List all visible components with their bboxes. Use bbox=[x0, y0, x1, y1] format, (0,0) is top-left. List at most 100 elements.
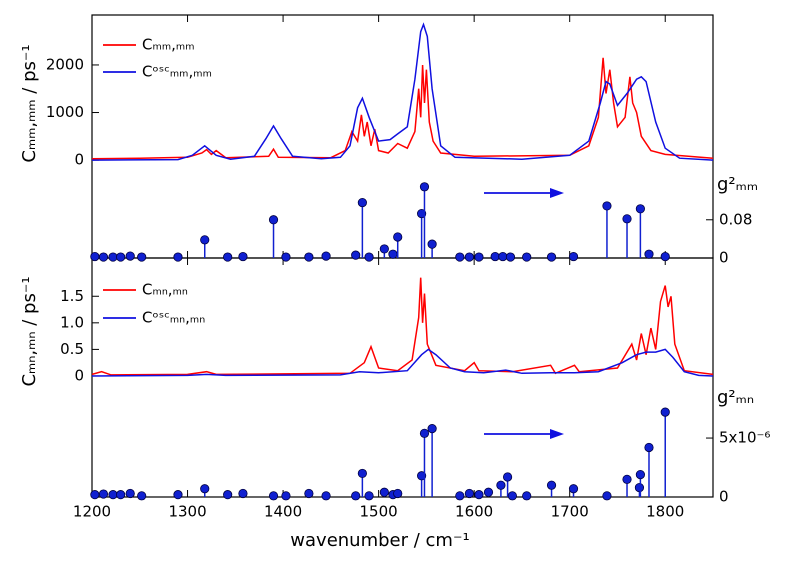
y-axis-label: Cₘₙ,ₘₙ / ps⁻¹ bbox=[19, 276, 40, 386]
stem-marker bbox=[464, 488, 474, 499]
stem-marker bbox=[622, 474, 632, 484]
spectrum-line bbox=[91, 57, 714, 160]
y-axis-label: g²ₘₘ bbox=[717, 174, 758, 195]
y-tick-label: 0 bbox=[719, 488, 729, 506]
stem-marker bbox=[268, 491, 279, 501]
stem-marker bbox=[357, 197, 367, 208]
stem-marker bbox=[474, 252, 484, 262]
stem-marker bbox=[622, 214, 632, 224]
stem-marker bbox=[393, 488, 403, 499]
stem-marker bbox=[364, 491, 374, 501]
stem-marker bbox=[635, 204, 645, 214]
x-tick-label: 1200 bbox=[73, 503, 111, 521]
stem-marker bbox=[498, 251, 508, 262]
x-tick-label: 1400 bbox=[264, 503, 302, 521]
stem-marker bbox=[522, 491, 532, 501]
spectrum-line bbox=[91, 277, 714, 376]
stem-marker bbox=[522, 252, 532, 262]
stem-marker bbox=[364, 252, 374, 262]
stem-marker bbox=[502, 472, 513, 482]
stem-marker bbox=[393, 232, 403, 242]
stem-marker bbox=[90, 490, 100, 500]
stem-marker bbox=[602, 201, 612, 211]
stem-marker bbox=[223, 490, 233, 500]
stem-marker bbox=[98, 252, 109, 262]
stem-marker bbox=[427, 239, 437, 249]
stem-marker bbox=[546, 252, 557, 262]
stem-marker bbox=[281, 491, 291, 501]
x-tick-label: 1600 bbox=[455, 503, 493, 521]
stem-marker bbox=[507, 491, 517, 501]
stem-marker bbox=[568, 484, 579, 494]
lower-frame bbox=[91, 257, 714, 498]
stem-marker bbox=[427, 424, 437, 434]
stem-marker bbox=[238, 251, 248, 262]
stem-marker bbox=[379, 487, 389, 497]
stem-marker bbox=[419, 182, 430, 192]
stem-marker bbox=[137, 252, 147, 262]
stem-marker bbox=[304, 488, 314, 499]
stem-marker bbox=[635, 469, 645, 480]
y-axis-label: Cₘₘ,ₘₘ / ps⁻¹ bbox=[19, 44, 40, 162]
x-tick-label: 1300 bbox=[168, 503, 206, 521]
stem-marker bbox=[644, 249, 654, 259]
stem-marker bbox=[483, 487, 494, 497]
stem-marker bbox=[116, 490, 126, 500]
stem-marker bbox=[321, 251, 331, 261]
stem-marker bbox=[419, 428, 430, 438]
y-tick-label: 1000 bbox=[46, 103, 84, 121]
stem-marker bbox=[351, 250, 361, 260]
stem-marker bbox=[125, 488, 135, 499]
arrow bbox=[484, 188, 564, 198]
stem-marker bbox=[455, 252, 465, 262]
y-tick-label: 0.5 bbox=[60, 340, 84, 358]
stem-marker bbox=[125, 251, 135, 261]
stem-marker bbox=[90, 251, 100, 262]
stem-marker bbox=[137, 491, 147, 501]
stem-marker bbox=[321, 491, 331, 501]
stem-marker bbox=[417, 208, 427, 219]
stem-marker bbox=[173, 252, 183, 262]
x-axis-label: wavenumber / cm⁻¹ bbox=[290, 530, 469, 551]
y-tick-label: 5x10⁻⁶ bbox=[719, 429, 770, 447]
stem-marker bbox=[464, 252, 474, 262]
legend-label: Cₘₘ,ₘₘ bbox=[142, 36, 195, 54]
stem-marker bbox=[98, 489, 109, 499]
y-axis-label: g²ₘₙ bbox=[717, 387, 754, 408]
stem-marker bbox=[357, 468, 367, 479]
y-tick-label: 0.08 bbox=[719, 210, 752, 228]
stem-marker bbox=[304, 252, 314, 262]
stem-marker bbox=[351, 491, 361, 501]
legend-label: Cᵒˢᶜₘₙ,ₘₙ bbox=[142, 309, 205, 327]
stem-marker bbox=[223, 252, 233, 262]
stem-marker bbox=[108, 252, 118, 262]
arrow bbox=[484, 429, 564, 439]
stem-marker bbox=[281, 252, 291, 262]
y-tick-label: 1.5 bbox=[60, 287, 84, 305]
stem-marker bbox=[546, 480, 557, 490]
legend-label: Cₘₙ,ₘₙ bbox=[142, 281, 188, 299]
x-tick-label: 1800 bbox=[646, 503, 684, 521]
stem-marker bbox=[490, 251, 500, 262]
stem-marker bbox=[116, 252, 126, 262]
stem-marker bbox=[417, 471, 427, 481]
stem-marker bbox=[173, 490, 183, 500]
y-tick-label: 2000 bbox=[46, 55, 84, 73]
stem-marker bbox=[200, 235, 210, 245]
x-tick-label: 1700 bbox=[551, 503, 589, 521]
stem-marker bbox=[568, 251, 579, 262]
stem-marker bbox=[388, 249, 398, 259]
stem-marker bbox=[634, 482, 645, 493]
stem-marker bbox=[455, 491, 465, 501]
y-tick-label: 0 bbox=[74, 366, 84, 384]
stem-marker bbox=[505, 252, 516, 262]
spectrum-line bbox=[91, 348, 714, 377]
x-tick-label: 1500 bbox=[360, 503, 398, 521]
stem-marker bbox=[238, 488, 248, 499]
stem-marker bbox=[200, 484, 210, 494]
stem-marker bbox=[379, 244, 389, 254]
y-tick-label: 0 bbox=[74, 151, 84, 169]
stem-marker bbox=[268, 215, 279, 225]
stem-marker bbox=[496, 480, 506, 490]
